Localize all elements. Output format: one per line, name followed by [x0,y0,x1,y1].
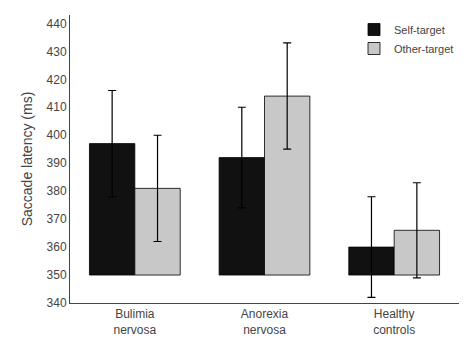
svg-text:Bulimianervosa: Bulimianervosa [113,307,156,337]
svg-text:360: 360 [47,240,67,254]
svg-text:Healthycontrols: Healthycontrols [373,307,415,337]
svg-text:Other-target: Other-target [394,43,453,55]
svg-text:410: 410 [47,100,67,114]
svg-text:400: 400 [47,128,67,142]
svg-text:Self-target: Self-target [394,24,445,36]
svg-text:380: 380 [47,184,67,198]
svg-text:440: 440 [47,17,67,31]
svg-text:350: 350 [47,268,67,282]
svg-text:430: 430 [47,45,67,59]
svg-text:420: 420 [47,73,67,87]
svg-text:Saccade latency (ms): Saccade latency (ms) [19,92,35,227]
svg-text:340: 340 [47,296,67,310]
svg-text:390: 390 [47,156,67,170]
svg-text:370: 370 [47,212,67,226]
svg-text:Anorexianervosa: Anorexianervosa [241,307,289,337]
